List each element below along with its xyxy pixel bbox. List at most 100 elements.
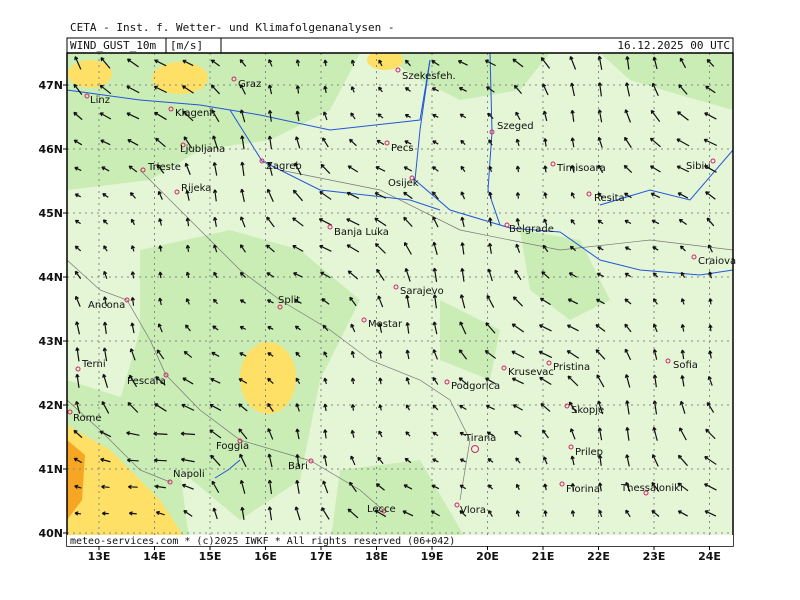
wind-arrow	[239, 352, 247, 357]
city-label: Mostar	[368, 319, 403, 330]
wind-arrow	[488, 191, 493, 199]
wind-arrow	[267, 377, 274, 385]
wind-arrow	[183, 136, 193, 149]
city-label: Banja Luka	[334, 227, 389, 238]
wind-arrow	[596, 374, 605, 388]
wind-arrow	[459, 113, 467, 119]
wind-arrow	[239, 271, 247, 278]
city-label: Belgrade	[509, 224, 554, 235]
city-marker	[568, 444, 574, 450]
wind-arrow	[677, 510, 688, 517]
wind-arrow	[458, 349, 468, 360]
wind-arrow	[624, 272, 632, 278]
wind-arrow	[126, 431, 140, 436]
wind-arrow	[707, 244, 713, 253]
wind-arrow	[350, 112, 356, 120]
wind-arrow	[128, 484, 138, 490]
wind-arrow	[568, 272, 577, 278]
lat-label: 44N	[38, 271, 63, 284]
wind-arrow	[295, 85, 301, 94]
wind-arrow	[350, 86, 355, 93]
wind-arrow	[679, 427, 687, 441]
city-marker	[180, 142, 186, 148]
wind-arrow	[212, 298, 218, 305]
wind-arrow	[158, 218, 163, 226]
wind-arrow	[320, 271, 331, 279]
wind-arrow	[212, 216, 218, 227]
wind-arrow	[267, 84, 273, 95]
wind-arrow	[459, 484, 467, 490]
wind-arrow	[209, 403, 222, 411]
wind-arrow	[404, 113, 411, 118]
city-label: Pristina	[553, 362, 590, 373]
wind-arrow	[597, 454, 603, 466]
wind-arrow	[347, 270, 359, 280]
wind-arrow	[266, 216, 275, 228]
wind-arrow	[706, 59, 715, 67]
city-marker	[384, 140, 390, 146]
wind-arrow	[295, 351, 301, 358]
wind-arrow	[130, 322, 135, 334]
wind-arrow	[377, 295, 384, 308]
wind-arrow	[350, 350, 355, 358]
wind-arrow	[403, 191, 413, 200]
wind-arrow	[184, 324, 191, 332]
wind-arrow	[704, 165, 717, 173]
wind-arrow	[184, 162, 191, 175]
map-area	[67, 53, 733, 546]
wind-arrow	[708, 271, 713, 279]
wind-arrow	[267, 135, 273, 150]
wind-arrow	[73, 83, 83, 96]
wind-arrow	[182, 110, 194, 122]
wind-arrow	[652, 56, 658, 70]
wind-arrow	[294, 299, 302, 304]
city-label: Trieste	[147, 162, 181, 173]
wind-arrow	[212, 189, 218, 202]
wind-arrow	[320, 163, 331, 174]
wind-arrow	[158, 297, 163, 306]
wind-arrow	[596, 272, 605, 278]
wind-arrow	[322, 111, 328, 121]
wind-arrow	[126, 85, 140, 94]
wind-arrow	[294, 136, 301, 149]
wind-arrow	[349, 296, 357, 307]
wind-arrow	[597, 55, 603, 70]
lon-label: 23E	[643, 550, 666, 563]
city-marker	[546, 360, 552, 366]
wind-arrow	[652, 272, 659, 278]
wind-arrow	[543, 165, 548, 173]
wind-arrow	[348, 481, 357, 493]
wind-arrow	[680, 324, 686, 332]
wind-arrow	[511, 350, 525, 359]
wind-arrow	[676, 165, 690, 173]
city-label: Pecs	[391, 143, 414, 154]
wind-arrow	[292, 217, 304, 227]
wind-arrow	[267, 453, 273, 468]
city-marker	[489, 129, 495, 135]
city-marker	[361, 317, 367, 323]
wind-arrow	[623, 164, 633, 174]
wind-arrow	[403, 216, 413, 228]
city-marker	[163, 372, 169, 378]
city-label: Split	[278, 295, 300, 306]
city-label: Resita	[594, 193, 625, 204]
wind-arrow	[292, 189, 304, 202]
wind-arrow	[625, 454, 630, 467]
city-label: Zagreb	[266, 161, 302, 172]
wind-arrow	[374, 243, 386, 254]
wind-arrow	[294, 325, 301, 331]
wind-arrow	[209, 429, 222, 439]
wind-arrow	[99, 112, 112, 120]
wind-arrow	[597, 82, 603, 97]
wind-arrow	[350, 455, 356, 466]
city-marker	[586, 191, 592, 197]
wind-arrow	[624, 136, 632, 148]
city-label: Terni	[81, 359, 106, 370]
wind-arrow	[651, 82, 659, 96]
wind-arrow	[570, 510, 576, 517]
wind-arrow	[323, 429, 328, 439]
wind-arrow	[597, 109, 603, 123]
wind-arrow	[405, 377, 410, 385]
wind-arrow	[74, 245, 82, 252]
lon-label: 19E	[421, 550, 444, 563]
